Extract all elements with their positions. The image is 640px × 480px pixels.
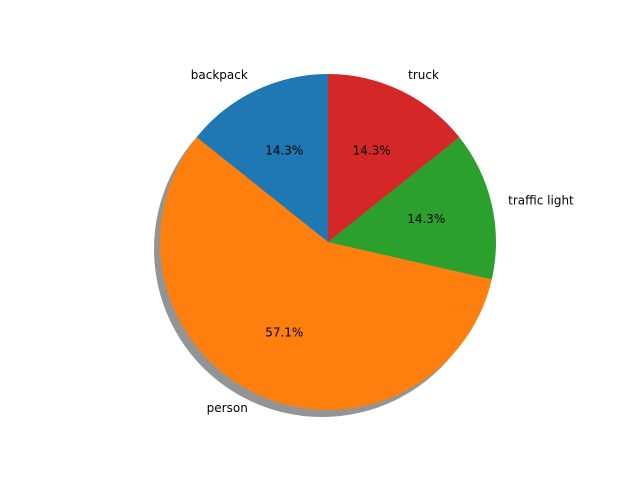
- pie-percent-person: 57.1%: [265, 325, 303, 339]
- pie-slice-backpack: [196, 74, 328, 242]
- pie-slice-traffic-light: [328, 137, 496, 280]
- pie-label-truck: truck: [408, 68, 439, 82]
- pie-percent-truck: 14.3%: [353, 144, 391, 158]
- pie-percent-backpack: 14.3%: [265, 144, 303, 158]
- pie-percent-traffic-light: 14.3%: [407, 212, 445, 226]
- pie-slices: [160, 74, 496, 410]
- pie-labels: backpack 14.3% person 57.1% traffic light 14.…: [191, 68, 574, 415]
- pie-label-person: person: [207, 401, 248, 415]
- pie-slice-truck: [328, 74, 460, 242]
- pie-label-backpack: backpack: [191, 68, 248, 82]
- pie-slice-person: [160, 137, 492, 410]
- pie-label-traffic-light: traffic light: [508, 193, 574, 207]
